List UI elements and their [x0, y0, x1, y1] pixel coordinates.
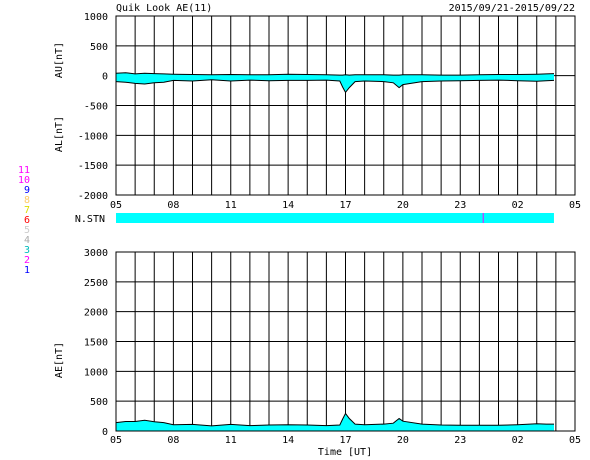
xtick-label: 08: [167, 200, 179, 211]
al-ylabel: AL[nT]: [54, 116, 65, 152]
ytick-label: 500: [90, 42, 108, 53]
legend-item-6: 6: [24, 215, 30, 226]
legend-item-4: 4: [24, 235, 30, 246]
au-al-frame: [115, 15, 576, 196]
au-ylabel: AU[nT]: [54, 42, 65, 78]
ytick-label: 1000: [84, 12, 108, 23]
legend-item-11: 11: [18, 165, 30, 176]
legend-item-1: 1: [24, 265, 30, 276]
ytick-label: -500: [84, 102, 108, 113]
xtick-label: 23: [454, 435, 466, 446]
ytick-label: 2000: [84, 308, 108, 319]
legend-item-5: 5: [24, 225, 30, 236]
xtick-label: 05: [569, 200, 581, 211]
xtick-label: 23: [454, 200, 466, 211]
al-line: [115, 79, 555, 94]
legend-item-7: 7: [24, 205, 30, 216]
ytick-label: 500: [90, 397, 108, 408]
xtick-label: 14: [282, 200, 294, 211]
date-range: 2015/09/21-2015/09/22: [449, 3, 575, 14]
ytick-label: 0: [102, 72, 108, 83]
nstn-label: N.STN: [75, 214, 105, 225]
xtick-label: 14: [282, 435, 294, 446]
xtick-label: 05: [569, 435, 581, 446]
xtick-label: 20: [397, 435, 409, 446]
xaxis-label: Time [UT]: [318, 447, 372, 458]
xtick-label: 08: [167, 435, 179, 446]
legend-item-3: 3: [24, 245, 30, 256]
ytick-label: -2000: [78, 191, 108, 202]
au-line: [115, 72, 555, 76]
legend-item-9: 9: [24, 185, 30, 196]
xtick-label: 11: [225, 200, 237, 211]
ytick-label: -1500: [78, 161, 108, 172]
xtick-label: 17: [339, 200, 351, 211]
au-al-band: [116, 72, 554, 93]
xtick-label: 05: [110, 435, 122, 446]
xtick-label: 11: [225, 435, 237, 446]
ytick-label: 2500: [84, 278, 108, 289]
ytick-label: -1000: [78, 131, 108, 142]
chart-title: Quik Look AE(11): [116, 3, 212, 14]
ytick-label: 0: [102, 427, 108, 438]
ae-line: [115, 412, 554, 427]
xtick-label: 20: [397, 200, 409, 211]
xtick-label: 17: [339, 435, 351, 446]
ytick-label: 1000: [84, 367, 108, 378]
ytick-label: 1500: [84, 338, 108, 349]
au-al-panel: AU[nT] AL[nT] 1000 500 0 -500 -1000 -1500 -200…: [54, 12, 581, 211]
ytick-label: 3000: [84, 248, 108, 259]
ae-frame: [115, 251, 576, 432]
ae-area: [116, 413, 554, 431]
nstn-bar: [116, 213, 554, 223]
xtick-label: 02: [512, 200, 524, 211]
station-count-panel: N.STN: [75, 213, 554, 225]
legend-item-10: 10: [18, 175, 30, 186]
xtick-label: 02: [512, 435, 524, 446]
legend-item-8: 8: [24, 195, 30, 206]
xtick-label: 05: [110, 200, 122, 211]
ae-ylabel: AE[nT]: [54, 342, 65, 378]
legend-item-2: 2: [24, 255, 30, 266]
